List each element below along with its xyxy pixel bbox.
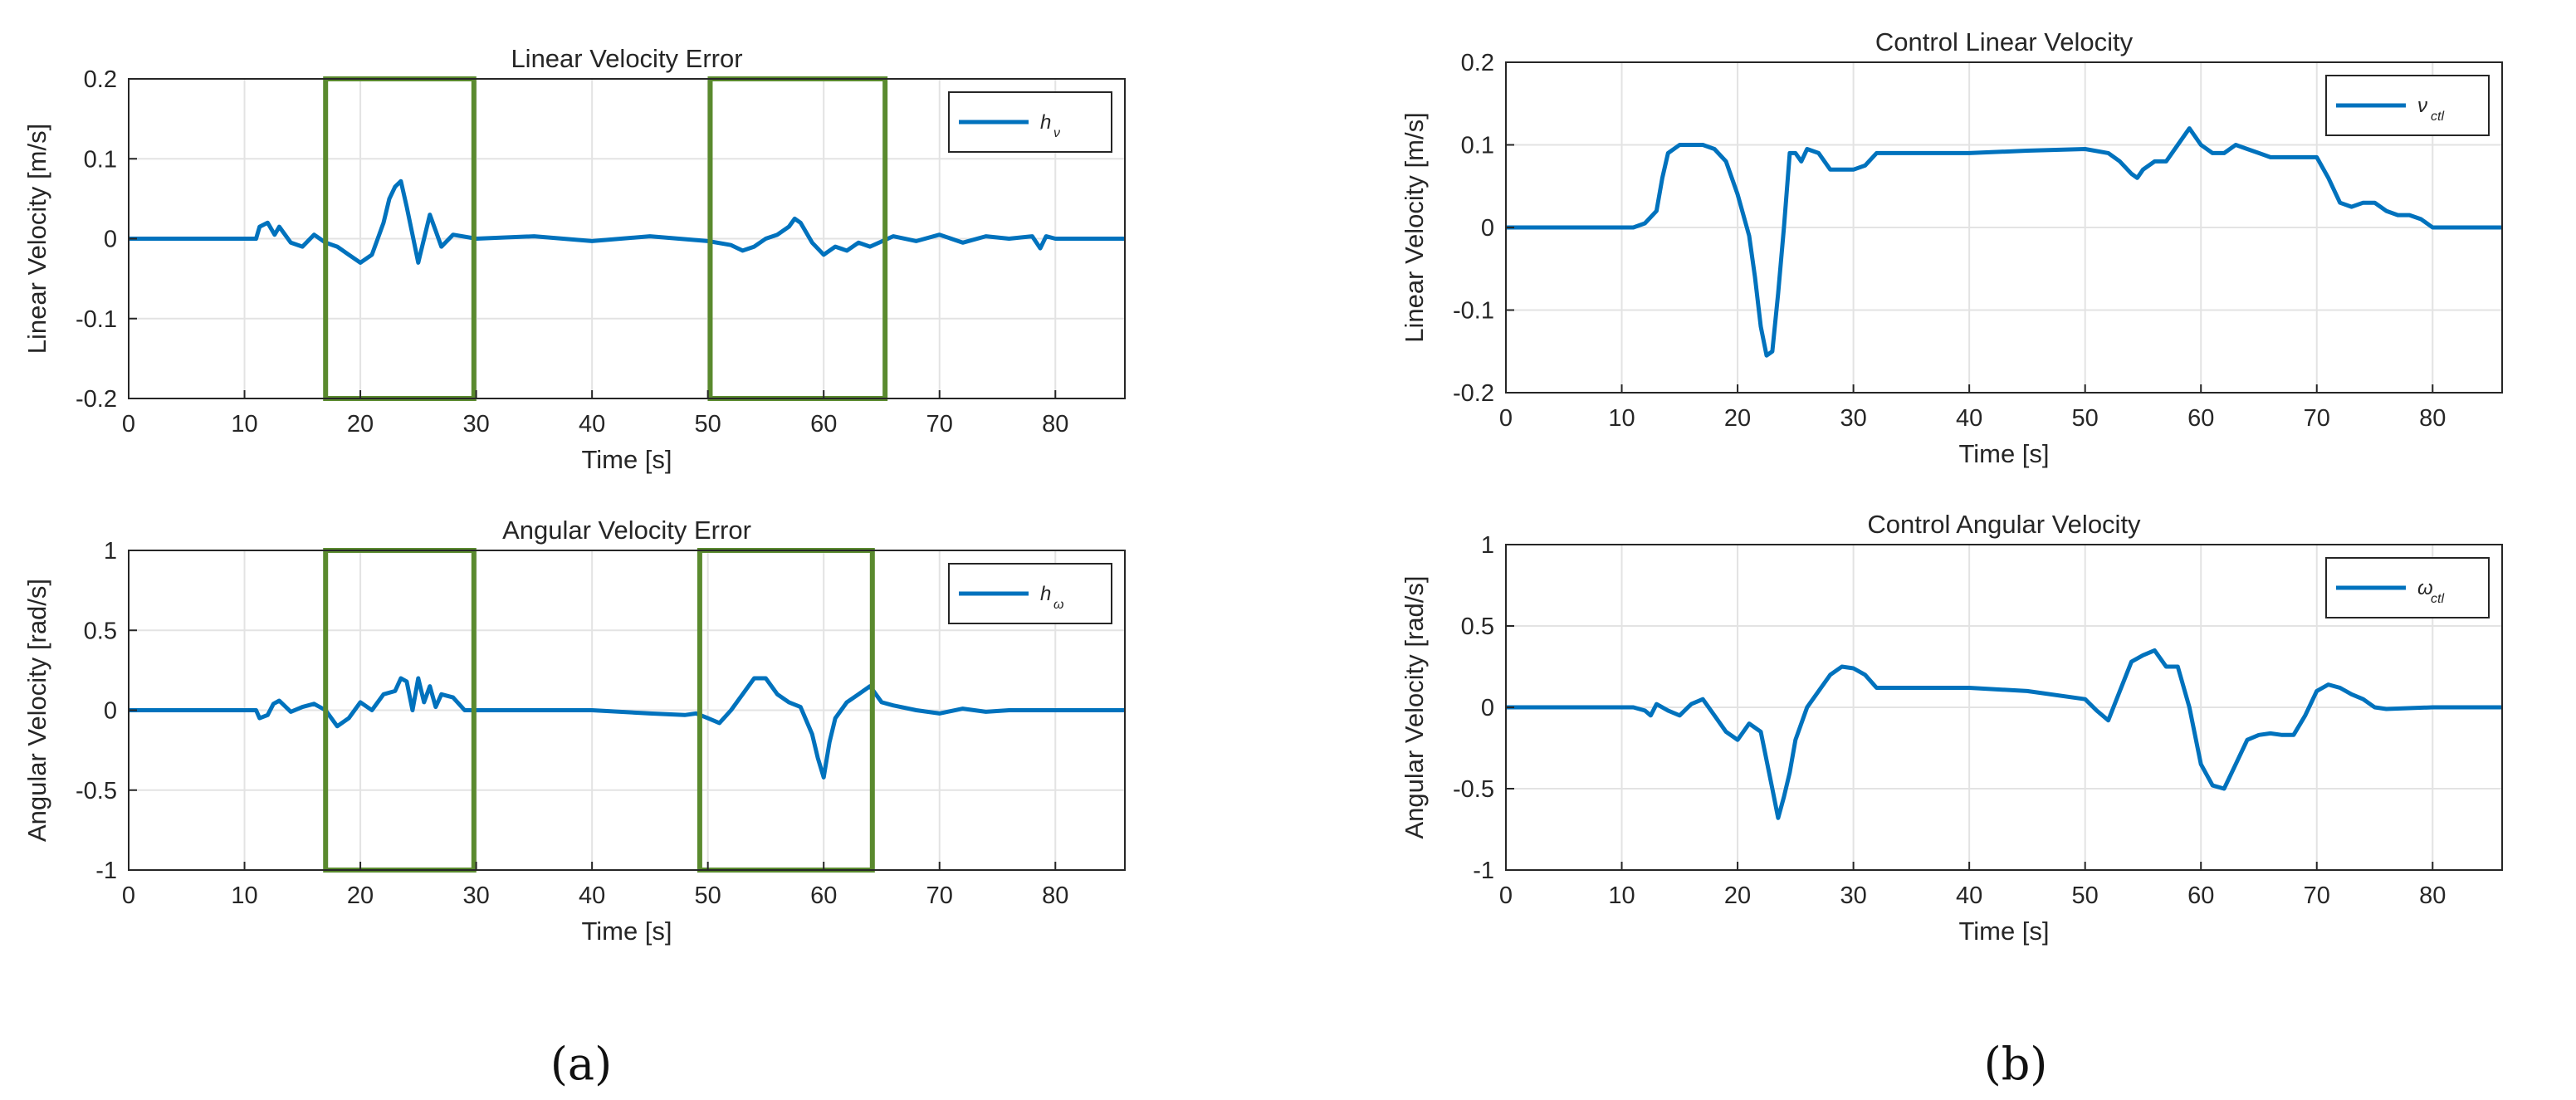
x-tick-label: 60 bbox=[810, 411, 837, 438]
x-tick-label: 20 bbox=[347, 411, 374, 438]
x-tick-label: 40 bbox=[579, 411, 605, 438]
y-tick-label: -0.2 bbox=[76, 386, 117, 413]
y-tick-label: -0.5 bbox=[1453, 776, 1494, 803]
x-tick-label: 0 bbox=[1499, 405, 1513, 432]
x-axis-label: Time [s] bbox=[1958, 439, 2049, 468]
x-tick-label: 10 bbox=[1608, 882, 1635, 909]
legend: ν ctl bbox=[2325, 75, 2490, 136]
x-tick-label: 40 bbox=[579, 882, 605, 909]
x-tick-label: 30 bbox=[462, 882, 489, 909]
y-tick-label: 0.2 bbox=[84, 66, 117, 93]
x-tick-label: 60 bbox=[2187, 405, 2214, 432]
y-tick-label: -0.1 bbox=[76, 306, 117, 333]
legend-label-subscript: ν bbox=[1053, 126, 1060, 140]
x-tick-label: 10 bbox=[231, 882, 257, 909]
series-line-0 bbox=[129, 676, 1125, 780]
series-line-0 bbox=[1506, 126, 2502, 358]
y-tick-label: 0 bbox=[104, 698, 117, 725]
chart-1: 0 10 20 30 40 50 60 70 80 -1 -0.5 0 0.5 1 Angular Velo… bbox=[22, 516, 1126, 946]
panel-label-b: (b) bbox=[1984, 1038, 2048, 1090]
x-tick-label: 20 bbox=[1724, 882, 1751, 909]
x-tick-label: 80 bbox=[2419, 405, 2446, 432]
legend-label: h bbox=[1040, 111, 1051, 134]
x-tick-label: 50 bbox=[695, 411, 721, 438]
y-tick-label: -1 bbox=[95, 858, 117, 884]
y-tick-label: 1 bbox=[1481, 532, 1494, 559]
chart-title: Linear Velocity Error bbox=[511, 44, 742, 73]
chart-title: Control Angular Velocity bbox=[1867, 510, 2141, 539]
x-tick-label: 80 bbox=[1042, 882, 1068, 909]
legend-label: ω bbox=[2417, 577, 2433, 599]
y-tick-label: 0.5 bbox=[1461, 614, 1494, 640]
x-tick-label: 0 bbox=[122, 411, 135, 438]
x-tick-label: 30 bbox=[1840, 882, 1866, 909]
y-tick-label: 0 bbox=[1481, 695, 1494, 721]
y-tick-label: 0.1 bbox=[84, 146, 117, 173]
y-axis-label: Linear Velocity [m/s] bbox=[1400, 112, 1429, 342]
x-axis-label: Time [s] bbox=[581, 917, 672, 946]
x-tick-label: 30 bbox=[1840, 405, 1866, 432]
x-tick-label: 60 bbox=[810, 882, 837, 909]
x-axis-label: Time [s] bbox=[581, 445, 672, 474]
series-line-0 bbox=[1506, 648, 2502, 820]
y-tick-label: 0.5 bbox=[84, 618, 117, 644]
x-tick-label: 70 bbox=[2304, 882, 2330, 909]
legend-label: h bbox=[1040, 583, 1051, 605]
chart-title: Control Linear Velocity bbox=[1875, 27, 2134, 56]
x-tick-label: 70 bbox=[2304, 405, 2330, 432]
y-tick-label: 0.2 bbox=[1461, 50, 1494, 76]
x-tick-label: 30 bbox=[462, 411, 489, 438]
chart-3: 0 10 20 30 40 50 60 70 80 -1 -0.5 0 0.5 1 Control Angu… bbox=[1400, 510, 2503, 946]
legend-label-subscript: ω bbox=[1053, 598, 1063, 612]
y-tick-label: -1 bbox=[1473, 858, 1494, 884]
x-tick-label: 60 bbox=[2187, 882, 2214, 909]
y-axis-label: Linear Velocity [m/s] bbox=[22, 124, 51, 354]
y-tick-label: 0 bbox=[1481, 215, 1494, 242]
chart-title: Angular Velocity Error bbox=[502, 516, 751, 545]
x-tick-label: 80 bbox=[1042, 411, 1068, 438]
x-tick-label: 70 bbox=[926, 882, 953, 909]
panel-label-a: (a) bbox=[550, 1038, 612, 1090]
x-tick-label: 0 bbox=[1499, 882, 1513, 909]
y-tick-label: 0.1 bbox=[1461, 133, 1494, 159]
y-axis-label: Angular Velocity [rad/s] bbox=[1400, 575, 1429, 838]
y-tick-label: -0.1 bbox=[1453, 298, 1494, 325]
y-tick-label: 1 bbox=[104, 538, 117, 565]
x-tick-label: 40 bbox=[1956, 882, 1982, 909]
x-tick-label: 10 bbox=[231, 411, 257, 438]
x-tick-label: 10 bbox=[1608, 405, 1635, 432]
legend-label-subscript: ctl bbox=[2431, 592, 2444, 606]
chart-0: 0 10 20 30 40 50 60 70 80 -0.2 -0.1 0 0.1 0.2 Linear V… bbox=[22, 44, 1126, 474]
y-tick-label: 0 bbox=[104, 227, 117, 253]
x-tick-label: 20 bbox=[1724, 405, 1751, 432]
x-tick-label: 80 bbox=[2419, 882, 2446, 909]
x-tick-label: 20 bbox=[347, 882, 374, 909]
y-tick-label: -0.2 bbox=[1453, 380, 1494, 407]
legend-label-subscript: ctl bbox=[2431, 110, 2444, 124]
y-axis-label: Angular Velocity [rad/s] bbox=[22, 579, 51, 842]
x-tick-label: 50 bbox=[2072, 405, 2099, 432]
x-tick-label: 50 bbox=[2072, 882, 2099, 909]
x-tick-label: 50 bbox=[695, 882, 721, 909]
y-tick-label: -0.5 bbox=[76, 778, 117, 804]
x-axis-label: Time [s] bbox=[1958, 917, 2049, 946]
chart-2: 0 10 20 30 40 50 60 70 80 -0.2 -0.1 0 0.1 0.2 Control … bbox=[1400, 27, 2503, 468]
x-tick-label: 0 bbox=[122, 882, 135, 909]
x-tick-label: 40 bbox=[1956, 405, 1982, 432]
x-tick-label: 70 bbox=[926, 411, 953, 438]
legend-label: ν bbox=[2417, 95, 2427, 117]
